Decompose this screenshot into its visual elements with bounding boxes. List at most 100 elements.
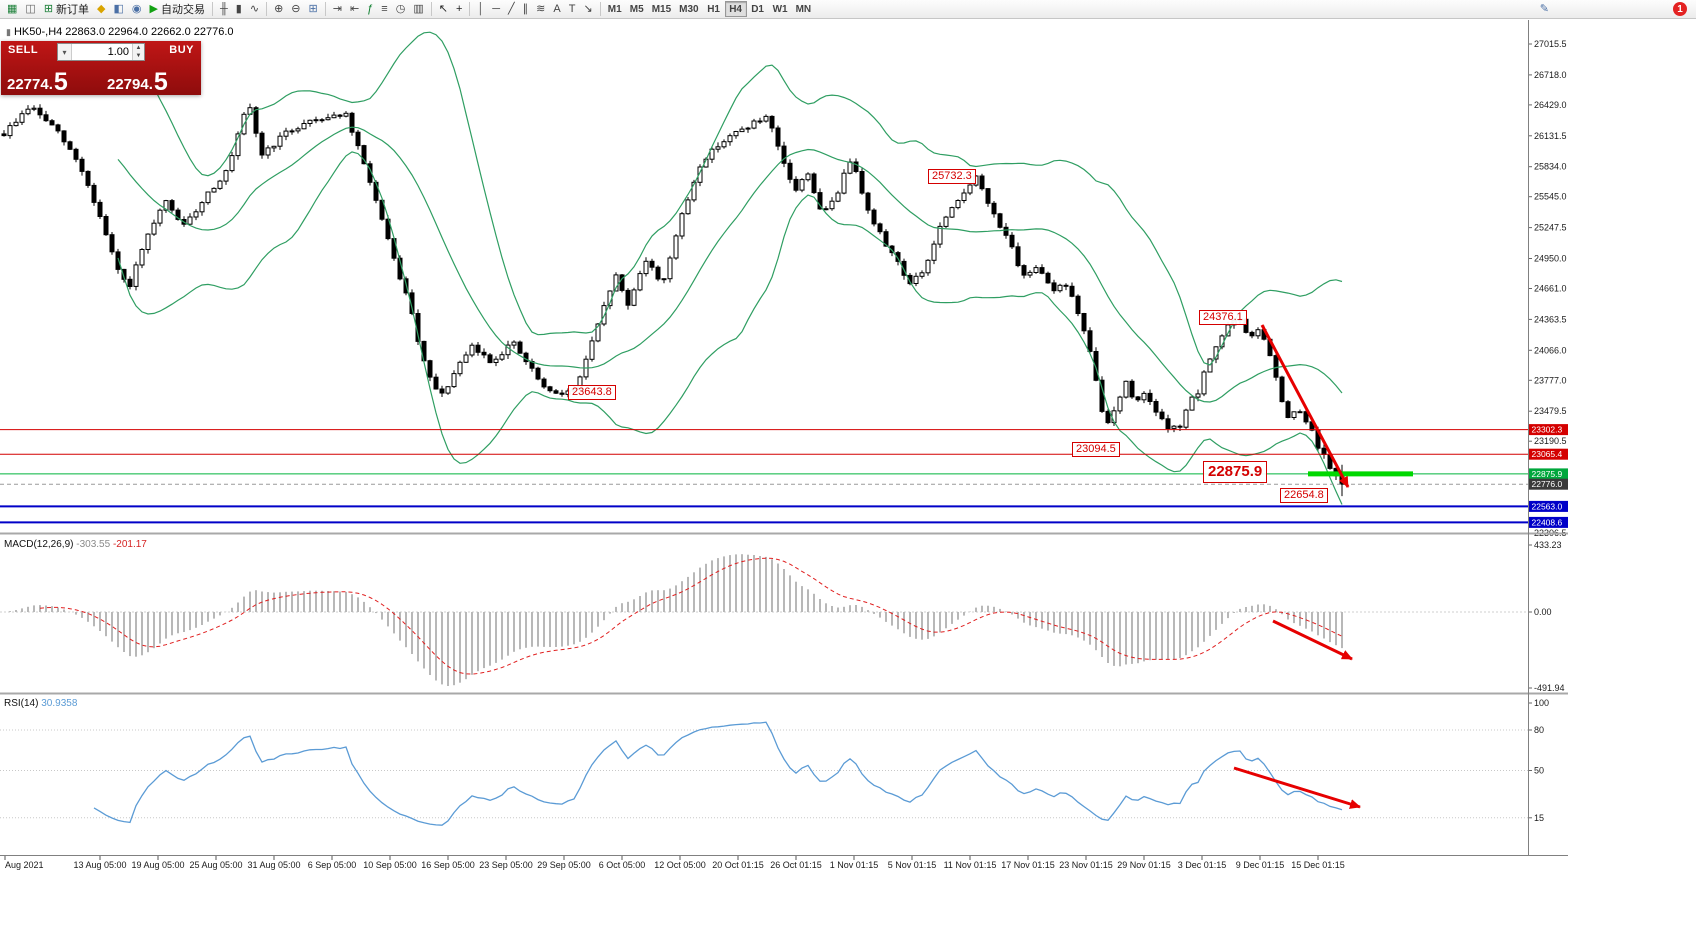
timeframe-m15[interactable]: M15 — [648, 1, 675, 17]
line-chart-mode-button[interactable]: ∿ — [246, 1, 263, 18]
price-annotation[interactable]: 23643.8 — [568, 385, 616, 400]
navigator-button[interactable]: ◉ — [128, 1, 146, 18]
price-annotation[interactable]: 24376.1 — [1199, 310, 1247, 325]
new-chart-icon: ▦ — [7, 2, 18, 15]
price-tag-label: 23302.3 — [1532, 425, 1563, 435]
trend-arrow[interactable] — [1260, 324, 1350, 488]
notifications-badge[interactable]: 1 — [1673, 2, 1687, 16]
templates-button[interactable]: ▥ — [409, 1, 427, 18]
price-annotation[interactable]: 22654.8 — [1280, 488, 1328, 503]
buy-price: 22794. 5 — [107, 67, 168, 96]
volume-value[interactable]: 1.00 — [107, 46, 129, 58]
quick-message-button[interactable]: ✎ — [1536, 1, 1553, 18]
fibonacci-tool-button[interactable]: ≋ — [532, 1, 549, 18]
price-axis-label: 23190.5 — [1534, 436, 1567, 446]
time-axis-label: 19 Aug 05:00 — [131, 860, 184, 870]
chart-profiles-button[interactable]: ◫ — [21, 1, 39, 18]
zoom-in-button[interactable]: ⊕ — [270, 1, 287, 18]
time-axis-label: 12 Oct 05:00 — [654, 860, 706, 870]
toolbar: ▦ ◫ ⊞ 新订单 ◆ ◧ ◉ ▶ 自动交易 ╫ ▮ ∿ ⊕ ⊖ ⊞ ⇥ ⇤ ƒ ≡ ◷ ▥ ↖ + │ ─ ╱ ∥ ≋ A T ↘ M1 M5… — [0, 0, 1696, 19]
price-annotation[interactable]: 22875.9 — [1203, 461, 1268, 483]
time-axis-label: 11 Nov 01:15 — [944, 860, 997, 870]
time-axis-label: 15 Dec 01:15 — [1291, 860, 1345, 870]
new-chart-button[interactable]: ▦ — [3, 1, 21, 18]
market-watch-button[interactable]: ◧ — [110, 1, 128, 18]
tile-windows-button[interactable]: ⊞ — [305, 1, 322, 18]
symbol-chart-icon: ▮ — [6, 27, 11, 37]
macd-axis-label: 0.00 — [1534, 607, 1552, 617]
zoom-in-icon: ⊕ — [274, 2, 284, 15]
crosshair-button[interactable]: + — [452, 1, 466, 18]
time-axis-label: Aug 2021 — [5, 860, 44, 870]
volume-input[interactable]: ▾ 1.00 ▲ ▼ — [57, 43, 145, 61]
text-tool-button[interactable]: A — [549, 1, 564, 18]
fibonacci-tool-icon: ≋ — [536, 2, 546, 15]
macd-axis-label: 433.23 — [1534, 540, 1562, 550]
vertical-line-tool-button[interactable]: │ — [473, 1, 488, 18]
price-axis[interactable] — [1529, 20, 1568, 856]
rsi-axis-label: 80 — [1534, 725, 1544, 735]
timeframe-w1[interactable]: W1 — [769, 1, 792, 17]
periods-icon: ◷ — [395, 2, 406, 15]
toolbar-separator — [430, 2, 432, 16]
time-axis-label: 16 Sep 05:00 — [421, 860, 475, 870]
time-axis-label: 20 Oct 01:15 — [712, 860, 764, 870]
time-axis[interactable] — [0, 856, 1528, 876]
periods-button[interactable]: ◷ — [392, 1, 410, 18]
trend-arrow[interactable] — [1272, 619, 1353, 661]
volume-dropdown-arrow[interactable]: ▾ — [58, 44, 72, 60]
price-axis-label: 23777.0 — [1534, 375, 1567, 385]
horizontal-line-tool-button[interactable]: ─ — [488, 1, 504, 18]
price-annotation[interactable]: 25732.3 — [928, 169, 976, 184]
macd-indicator-header: MACD(12,26,9) -303.55 -201.17 — [4, 539, 147, 550]
trendline-tool-button[interactable]: ╱ — [504, 1, 519, 18]
label-tool-button[interactable]: T — [565, 1, 580, 18]
indicator-list-button[interactable]: ≡ — [377, 1, 391, 18]
time-axis-label: 17 Nov 01:15 — [1001, 860, 1055, 870]
templates-icon: ▥ — [413, 2, 424, 15]
arrows-tool-button[interactable]: ↘ — [579, 1, 596, 18]
cursor-icon: ↖ — [438, 2, 448, 15]
macd-axis-label: -491.94 — [1534, 683, 1565, 693]
price-tag-label: 23065.4 — [1532, 449, 1563, 459]
cursor-button[interactable]: ↖ — [435, 1, 452, 18]
timeframe-m1[interactable]: M1 — [604, 1, 626, 17]
auto-trading-button[interactable]: ▶ 自动交易 — [146, 1, 209, 18]
new-order-label: 新订单 — [56, 4, 90, 16]
new-order-button[interactable]: ⊞ 新订单 — [40, 1, 93, 18]
timeframe-d1[interactable]: D1 — [747, 1, 769, 17]
auto-scroll-button[interactable]: ⇥ — [329, 1, 346, 18]
price-axis-label: 26718.0 — [1534, 70, 1567, 80]
volume-increase-button[interactable]: ▲ — [133, 44, 144, 52]
channel-tool-button[interactable]: ∥ — [519, 1, 533, 18]
zoom-out-button[interactable]: ⊖ — [287, 1, 304, 18]
timeframe-mn[interactable]: MN — [792, 1, 816, 17]
candlestick-mode-button[interactable]: ▮ — [232, 1, 246, 18]
indicators-button[interactable]: ƒ — [363, 1, 377, 18]
arrows-tool-icon: ↘ — [583, 2, 593, 15]
tile-windows-icon: ⊞ — [308, 2, 318, 15]
price-axis-label: 26131.5 — [1534, 131, 1567, 141]
timeframe-m30[interactable]: M30 — [675, 1, 702, 17]
time-axis-label: 5 Nov 01:15 — [888, 860, 937, 870]
strategy-tester-button[interactable]: ◆ — [93, 1, 109, 18]
symbol-ohlc-info: ▮ HK50-,H4 22863.0 22964.0 22662.0 22776.… — [6, 26, 234, 38]
bar-chart-mode-button[interactable]: ╫ — [216, 1, 232, 18]
auto-trading-icon: ▶ — [149, 2, 158, 15]
timeframe-m5[interactable]: M5 — [626, 1, 648, 17]
chart-shift-button[interactable]: ⇤ — [346, 1, 363, 18]
price-axis-label: 24661.0 — [1534, 284, 1567, 294]
price-axis-label: 25545.0 — [1534, 192, 1567, 202]
price-tag-label: 22563.0 — [1532, 501, 1563, 511]
price-axis-label: 24066.0 — [1534, 345, 1567, 355]
bollinger-bands — [117, 31, 1343, 505]
volume-decrease-button[interactable]: ▼ — [133, 52, 144, 60]
trend-arrow[interactable] — [1233, 766, 1361, 809]
rsi-axis-label: 100 — [1534, 698, 1549, 708]
timeframe-h1[interactable]: H1 — [703, 1, 725, 17]
price-tag — [1529, 478, 1568, 490]
price-annotation[interactable]: 23094.5 — [1072, 442, 1120, 457]
price-axis-label: 25247.5 — [1534, 223, 1567, 233]
timeframe-h4[interactable]: H4 — [724, 1, 747, 17]
